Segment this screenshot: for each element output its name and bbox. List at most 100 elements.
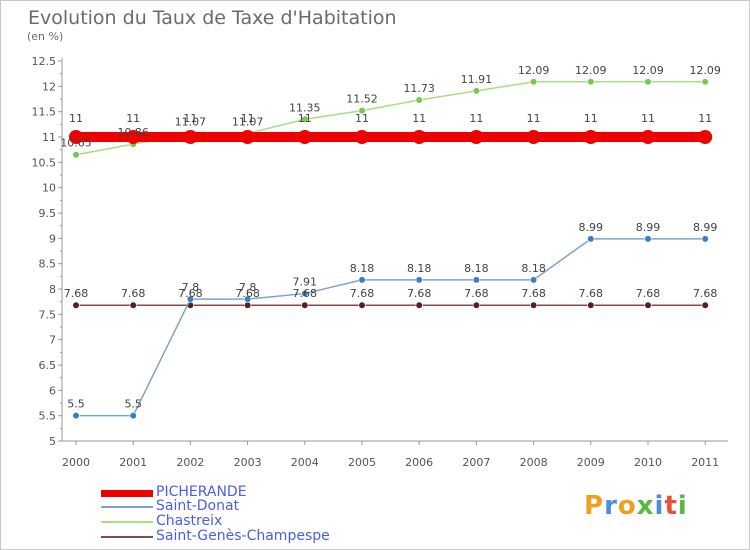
data-label-picherande: 11 bbox=[298, 112, 312, 125]
y-tick-label: 8.5 bbox=[39, 258, 57, 271]
data-label-picherande: 11 bbox=[126, 112, 140, 125]
logo-letter: x bbox=[636, 491, 655, 521]
logo-letter: r bbox=[604, 491, 618, 521]
data-label-picherande: 11 bbox=[355, 112, 369, 125]
legend-label: PICHERANDE bbox=[156, 484, 247, 500]
x-tick-label: 2001 bbox=[119, 456, 147, 469]
data-point-picherande bbox=[583, 130, 598, 144]
legend-swatch bbox=[101, 521, 153, 523]
data-label-chastreix: 11.91 bbox=[461, 73, 493, 86]
data-point-saint-donat bbox=[72, 412, 80, 420]
data-label-picherande: 11 bbox=[584, 112, 598, 125]
data-point-chastreix bbox=[529, 78, 538, 86]
y-tick-label: 6.5 bbox=[39, 359, 57, 372]
data-point-saint-donat bbox=[701, 235, 709, 243]
x-tick-label: 2010 bbox=[634, 456, 662, 469]
data-label-picherande: 11 bbox=[412, 112, 426, 125]
data-point-picherande bbox=[69, 130, 83, 144]
data-point-chastreix bbox=[701, 78, 709, 86]
data-point-saint-donat bbox=[529, 276, 538, 284]
data-label-chastreix: 12.09 bbox=[689, 64, 721, 77]
x-tick-label: 2007 bbox=[462, 456, 490, 469]
data-point-picherande bbox=[526, 130, 541, 144]
y-tick-label: 11.5 bbox=[32, 106, 57, 119]
x-tick-label: 2006 bbox=[405, 456, 433, 469]
data-label-saint-donat: 7.8 bbox=[239, 281, 257, 294]
data-point-saint-genes-champespe bbox=[244, 301, 252, 309]
data-label-chastreix: 11.35 bbox=[289, 101, 321, 114]
x-tick-label: 2008 bbox=[520, 456, 548, 469]
data-point-saint-donat bbox=[358, 276, 366, 284]
data-point-saint-genes-champespe bbox=[529, 301, 538, 309]
data-label-saint-genes-champespe: 7.68 bbox=[293, 287, 318, 300]
data-point-picherande bbox=[412, 130, 427, 144]
data-label-saint-donat: 7.91 bbox=[293, 276, 318, 289]
data-label-saint-donat: 8.18 bbox=[521, 262, 546, 275]
data-point-saint-genes-champespe bbox=[415, 301, 423, 309]
data-point-chastreix bbox=[587, 78, 595, 86]
data-point-saint-donat bbox=[472, 276, 481, 284]
data-label-saint-donat: 8.18 bbox=[350, 262, 375, 275]
data-label-saint-genes-champespe: 7.68 bbox=[636, 287, 661, 300]
data-label-saint-genes-champespe: 7.68 bbox=[235, 287, 260, 300]
y-tick-label: 9.5 bbox=[39, 207, 57, 220]
data-label-picherande: 11 bbox=[183, 112, 197, 125]
data-label-chastreix: 10.86 bbox=[117, 126, 149, 139]
data-point-picherande bbox=[126, 130, 141, 144]
series-line-saint-donat bbox=[76, 238, 706, 417]
data-point-picherande bbox=[240, 130, 255, 144]
series-line-chastreix bbox=[75, 81, 706, 156]
data-label-chastreix: 10.65 bbox=[60, 137, 92, 150]
data-label-picherande: 11 bbox=[469, 112, 483, 125]
y-tick-label: 10.5 bbox=[32, 156, 57, 169]
x-tick-label: 2003 bbox=[234, 456, 262, 469]
y-tick-label: 5 bbox=[49, 435, 56, 448]
axes: 5 5.5 6 6.5 7 7.5 8 8.5 9 9.5 10 10.5 11 11.5 12 12.5 20… bbox=[32, 55, 728, 469]
data-label-chastreix: 11.07 bbox=[175, 115, 207, 128]
data-label-saint-genes-champespe: 7.68 bbox=[521, 287, 546, 300]
data-label-chastreix: 11.52 bbox=[346, 93, 378, 106]
data-point-saint-genes-champespe bbox=[72, 301, 80, 309]
y-tick-label: 5.5 bbox=[39, 410, 57, 423]
logo-letter: i bbox=[677, 491, 688, 521]
data-label-saint-donat: 7.8 bbox=[182, 281, 200, 294]
chart-title: Evolution du Taux de Taxe d'Habitation bbox=[28, 7, 397, 29]
data-point-saint-donat bbox=[301, 289, 309, 298]
y-tick-label: 8 bbox=[49, 283, 56, 296]
data-label-chastreix: 12.09 bbox=[518, 64, 550, 77]
legend-swatch bbox=[101, 490, 153, 497]
unit-label: (en %) bbox=[27, 30, 64, 43]
legend-label: Saint-Donat bbox=[156, 498, 240, 514]
data-point-saint-genes-champespe bbox=[472, 301, 481, 309]
data-label-saint-donat: 8.99 bbox=[693, 221, 718, 234]
data-point-chastreix bbox=[472, 87, 481, 95]
data-point-saint-genes-champespe bbox=[587, 301, 595, 309]
data-label-chastreix: 12.09 bbox=[632, 64, 664, 77]
data-point-saint-donat bbox=[587, 235, 595, 243]
x-tick-label: 2000 bbox=[62, 456, 90, 469]
data-point-saint-genes-champespe bbox=[301, 301, 309, 309]
data-label-saint-genes-champespe: 7.68 bbox=[350, 287, 375, 300]
data-labels: 11 11 11 11 11 11 11 11 11 11 11 11 5.5 5.5 7.8 7.8 7.91… bbox=[60, 64, 721, 411]
data-point-saint-donat bbox=[129, 412, 137, 420]
y-tick-label: 10 bbox=[42, 182, 56, 195]
plot-area bbox=[69, 78, 713, 420]
logo-letter: t bbox=[664, 491, 678, 521]
y-tick-label: 7.5 bbox=[39, 308, 57, 321]
legend-label: Chastreix bbox=[156, 513, 223, 529]
data-label-picherande: 11 bbox=[641, 112, 655, 125]
proxiti-logo: Proxiti bbox=[584, 491, 688, 521]
logo-letter: o bbox=[617, 491, 637, 521]
y-tick-label: 6 bbox=[49, 384, 56, 397]
x-tick-label: 2002 bbox=[176, 456, 204, 469]
data-point-saint-genes-champespe bbox=[701, 301, 709, 309]
x-tick-label: 2011 bbox=[691, 456, 719, 469]
data-label-picherande: 11 bbox=[241, 112, 255, 125]
data-label-saint-donat: 5.5 bbox=[67, 398, 85, 411]
data-label-chastreix: 11.73 bbox=[403, 82, 435, 95]
x-tick-label: 2009 bbox=[577, 456, 605, 469]
data-label-saint-genes-champespe: 7.68 bbox=[178, 287, 203, 300]
data-label-picherande: 11 bbox=[527, 112, 541, 125]
